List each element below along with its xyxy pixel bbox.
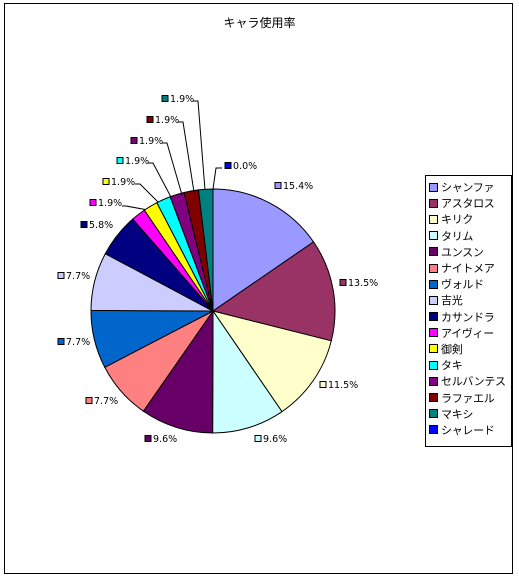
legend-label-16: シャレード [441, 423, 495, 437]
data-label-9: 5.8% [89, 220, 113, 231]
legend-swatch-5 [429, 247, 438, 257]
legend-swatch-14 [429, 393, 438, 403]
data-label-key-1 [274, 182, 282, 189]
legend-label-10: アイヴィー [441, 326, 494, 340]
legend-swatch-13 [429, 376, 438, 386]
legend-swatch-12 [429, 360, 438, 370]
pie-slice-1 [212, 188, 315, 312]
legend-label-1: シャンファ [441, 181, 495, 195]
legend-label-3: キリク [441, 213, 474, 227]
legend-item-6: ナイトメア [426, 260, 511, 276]
legend-label-13: セルバンテス [441, 375, 506, 389]
legend-swatch-8 [429, 295, 438, 305]
data-label-5: 9.6% [153, 434, 177, 445]
legend-swatch-10 [429, 328, 438, 338]
legend-swatch-11 [429, 344, 438, 354]
legend-item-5: ユンスン [426, 244, 511, 260]
data-label-7: 7.7% [66, 337, 90, 348]
data-label-key-8 [57, 272, 65, 279]
legend-swatch-1 [429, 182, 438, 192]
leader-line-11 [135, 183, 161, 205]
leader-line-10 [122, 205, 149, 211]
data-label-key-3 [319, 381, 327, 388]
pie-slice-4 [212, 309, 283, 434]
legend-label-4: タリム [441, 229, 474, 243]
data-label-10: 1.9% [98, 198, 122, 209]
pie-slice-5 [142, 309, 214, 434]
data-label-key-11 [102, 178, 110, 185]
data-label-15: 1.9% [170, 94, 194, 105]
data-label-key-16 [224, 162, 232, 169]
legend-item-15: マキシ [426, 406, 511, 422]
legend-label-12: タキ [441, 359, 463, 373]
data-label-16: 0.0% [233, 161, 257, 172]
leader-line-15 [193, 100, 206, 191]
legend-item-8: 吉光 [426, 292, 511, 308]
data-label-key-14 [146, 116, 154, 123]
legend-item-7: ヴォルド [426, 276, 511, 292]
data-label-key-12 [116, 157, 124, 164]
legend-label-9: カサンドラ [441, 310, 495, 324]
legend-item-14: ラファエル [426, 389, 511, 405]
legend-swatch-3 [429, 214, 438, 224]
data-label-14: 1.9% [155, 115, 179, 126]
legend-item-12: タキ [426, 357, 511, 373]
legend-label-6: ナイトメア [441, 262, 495, 276]
data-label-11: 1.9% [111, 177, 135, 188]
legend: シャンファアスタロスキリクタリムユンスンナイトメアヴォルド吉光カサンドラアイヴィ… [425, 175, 512, 447]
legend-swatch-15 [429, 409, 438, 419]
data-label-key-6 [85, 397, 93, 404]
legend-item-13: セルバンテス [426, 373, 511, 389]
legend-item-9: カサンドラ [426, 309, 511, 325]
pie-slice-2 [211, 241, 336, 342]
leader-line-14 [178, 121, 195, 193]
legend-item-4: タリム [426, 228, 511, 244]
legend-swatch-6 [429, 263, 438, 273]
legend-label-11: 御剣 [441, 342, 463, 356]
data-label-key-7 [57, 338, 65, 345]
data-label-key-9 [80, 221, 88, 228]
data-label-key-10 [89, 199, 97, 206]
legend-label-14: ラファエル [441, 391, 495, 405]
legend-item-10: アイヴィー [426, 325, 511, 341]
legend-item-2: アスタロス [426, 195, 511, 211]
legend-swatch-7 [429, 279, 438, 289]
data-label-12: 1.9% [125, 156, 149, 167]
legend-label-7: ヴォルド [441, 278, 484, 292]
legend-item-11: 御剣 [426, 341, 511, 357]
legend-item-16: シャレード [426, 422, 511, 438]
data-label-2: 13.5% [348, 278, 378, 289]
data-label-key-5 [144, 435, 152, 442]
pie-slice-3 [211, 310, 332, 413]
data-label-8: 7.7% [66, 271, 90, 282]
leader-line-12 [148, 162, 173, 200]
data-label-key-13 [130, 137, 138, 144]
data-label-1: 15.4% [283, 181, 313, 192]
data-label-6: 7.7% [94, 396, 118, 407]
legend-item-1: シャンファ [426, 179, 511, 195]
data-label-key-2 [339, 279, 347, 286]
leader-line-16 [212, 167, 222, 190]
legend-label-15: マキシ [441, 407, 474, 421]
legend-label-2: アスタロス [441, 197, 495, 211]
leader-line-13 [162, 142, 183, 196]
legend-swatch-4 [429, 231, 438, 241]
legend-item-3: キリク [426, 211, 511, 227]
legend-swatch-9 [429, 312, 438, 322]
legend-label-8: 吉光 [441, 294, 463, 308]
data-label-4: 9.6% [263, 434, 287, 445]
data-label-key-15 [161, 95, 169, 102]
data-label-key-4 [254, 435, 262, 442]
legend-swatch-16 [429, 425, 438, 435]
chart-title: キャラ使用率 [223, 16, 296, 30]
legend-label-5: ユンスン [441, 245, 484, 259]
pie-slice-15 [197, 188, 214, 312]
data-label-3: 11.5% [328, 380, 358, 391]
data-label-13: 1.9% [139, 136, 163, 147]
legend-swatch-2 [429, 198, 438, 208]
